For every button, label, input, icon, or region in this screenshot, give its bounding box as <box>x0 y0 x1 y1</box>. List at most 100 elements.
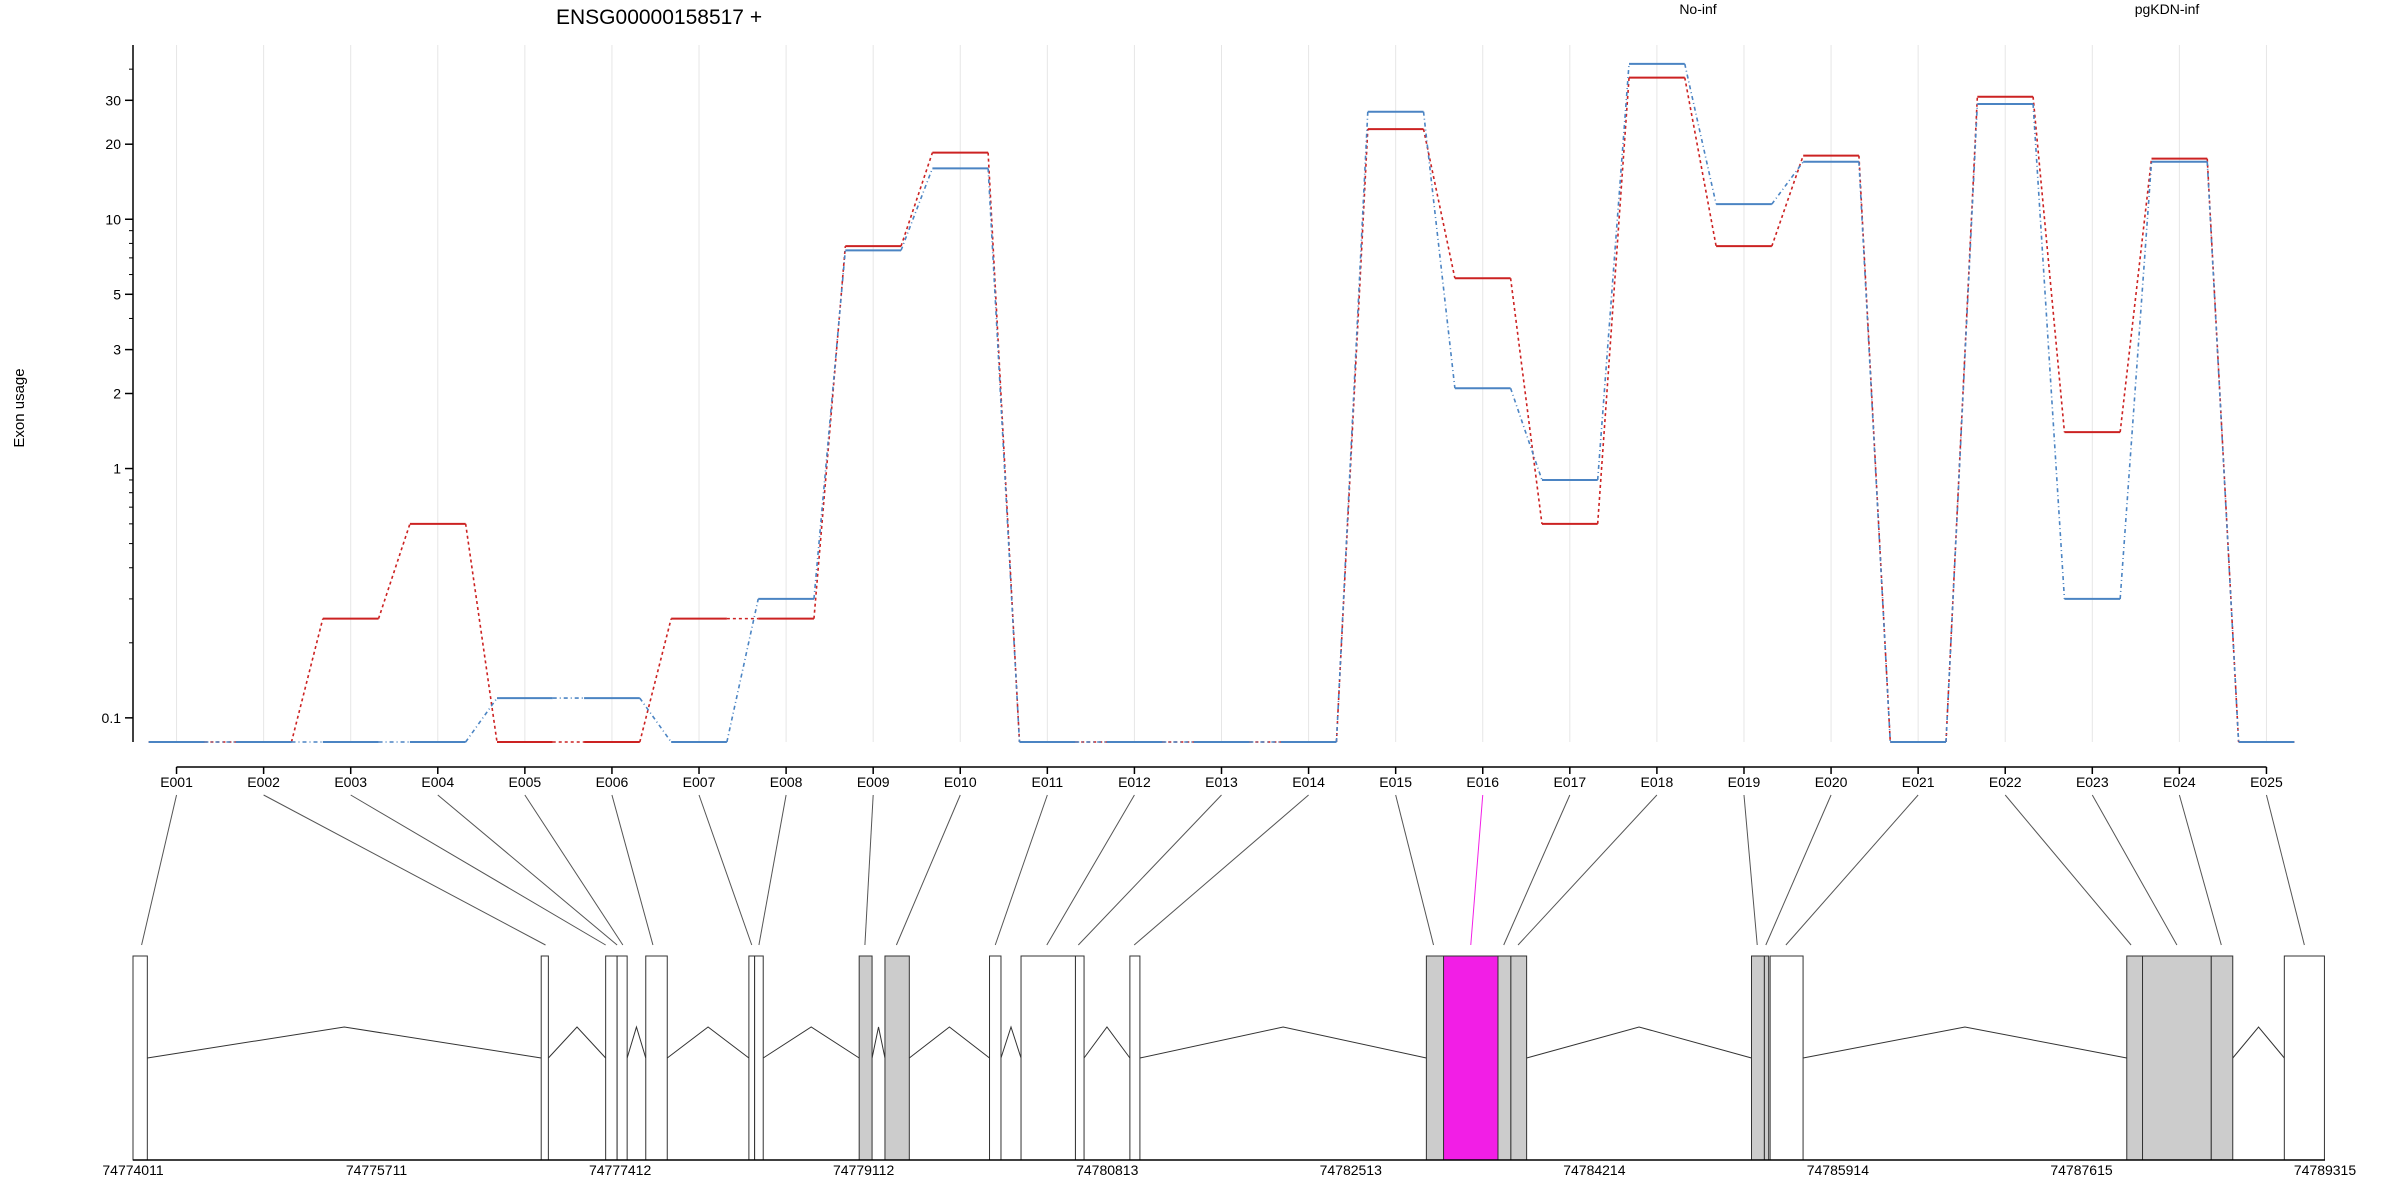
series-connector <box>290 618 324 743</box>
gene-model-exon-box <box>605 955 618 1161</box>
series-connector <box>987 168 1021 743</box>
series-connector <box>1422 128 1456 279</box>
genomic-tick-label: 74787615 <box>2050 1162 2113 1178</box>
intron-line <box>2232 1026 2285 1059</box>
legend-pgkdn-inf: pgKDN-inf <box>2135 1 2200 17</box>
gene-model-exon-box <box>1497 955 1512 1161</box>
exon-link-e018 <box>1517 794 1658 946</box>
exon-link-e024 <box>2178 794 2222 946</box>
y-tick-label: 2 <box>113 386 121 402</box>
y-tick-label: 0.1 <box>102 710 122 726</box>
x-tick-label-e007: E007 <box>683 774 716 790</box>
gene-model-exon-box <box>2126 955 2144 1161</box>
intron-line <box>909 1026 990 1059</box>
x-tick-label-e004: E004 <box>421 774 454 790</box>
exon-link-e001 <box>141 794 178 946</box>
series-connector <box>1509 278 1543 524</box>
series-connector <box>639 618 672 743</box>
exon-link-e008 <box>758 794 787 946</box>
gene-model-exon-box <box>1443 955 1499 1161</box>
x-tick-label-e020: E020 <box>1815 774 1848 790</box>
exon-link-e016 <box>1470 794 1484 946</box>
exon-link-e021 <box>1785 794 1919 946</box>
exon-link-e017 <box>1503 794 1571 946</box>
series-connector <box>1945 103 1979 743</box>
gene-model-exon-box <box>2210 955 2234 1161</box>
exon-link-e015 <box>1395 794 1435 946</box>
y-tick-label: 5 <box>113 286 121 302</box>
series-connector <box>1683 77 1717 247</box>
x-tick-label-e013: E013 <box>1205 774 1238 790</box>
x-tick-label-e017: E017 <box>1553 774 1586 790</box>
gene-model-exon-box <box>2142 955 2212 1161</box>
gene-model-exon-box <box>540 955 549 1161</box>
series-connector <box>1771 155 1804 247</box>
gene-model-exon-box <box>989 955 1002 1161</box>
genomic-tick-label: 74784214 <box>1563 1162 1626 1178</box>
exon-link-e020 <box>1765 794 1832 946</box>
genomic-tick-label: 74779112 <box>833 1162 894 1178</box>
gene-model-exon-box <box>1769 955 1804 1161</box>
series-connector <box>1509 387 1543 481</box>
exon-link-e011 <box>994 794 1048 946</box>
x-tick-label-e003: E003 <box>334 774 367 790</box>
series-connector <box>900 152 934 247</box>
gene-model-exon-box <box>754 955 764 1161</box>
x-tick-label-e023: E023 <box>2076 774 2109 790</box>
exon-link-e012 <box>1046 794 1135 946</box>
y-tick-label: 20 <box>105 136 121 152</box>
series-connector <box>639 697 672 743</box>
x-tick-label-e016: E016 <box>1466 774 1499 790</box>
gene-model-exon-box <box>1510 955 1528 1161</box>
x-tick-label-e012: E012 <box>1118 774 1151 790</box>
gene-model-exon-box <box>748 955 756 1161</box>
exon-link-e025 <box>2265 794 2305 946</box>
genomic-tick-label: 74777412 <box>589 1162 652 1178</box>
gene-model-exon-box <box>858 955 873 1161</box>
series-connector <box>2206 161 2240 743</box>
gene-model-exon-box <box>1020 955 1076 1161</box>
gene-model-exon-box <box>645 955 668 1161</box>
series-connector <box>726 598 760 743</box>
y-tick-label: 3 <box>113 342 121 358</box>
y-tick-label: 10 <box>105 211 121 227</box>
x-tick-label-e005: E005 <box>509 774 542 790</box>
genomic-tick-label: 74774011 <box>102 1162 163 1178</box>
series-connector <box>2032 103 2066 599</box>
legend-no-inf: No-inf <box>1679 1 1716 17</box>
series-connector <box>1596 63 1630 481</box>
series-connector <box>1422 111 1456 389</box>
exon-link-e004 <box>437 794 618 946</box>
x-tick-label-e001: E001 <box>160 774 193 790</box>
exon-link-e006 <box>611 794 654 946</box>
intron-line <box>1802 1026 2127 1059</box>
intron-line <box>147 1026 542 1059</box>
y-tick-label: 1 <box>113 461 121 477</box>
intron-line <box>666 1026 750 1059</box>
x-tick-label-e024: E024 <box>2163 774 2196 790</box>
grid <box>176 45 2267 742</box>
series-connector <box>377 523 411 619</box>
genomic-tick-label: 74789315 <box>2294 1162 2357 1178</box>
genomic-tick-label: 74775711 <box>346 1162 407 1178</box>
series-lines <box>148 62 2295 743</box>
intron-line <box>871 1026 886 1059</box>
x-tick-label-e018: E018 <box>1641 774 1674 790</box>
intron-line <box>1526 1026 1752 1059</box>
exon-link-e002 <box>263 794 546 946</box>
genomic-tick-label: 74782513 <box>1320 1162 1383 1178</box>
series-connector <box>2119 158 2153 433</box>
series-connector <box>464 523 498 743</box>
intron-line <box>1139 1026 1427 1059</box>
series-connector <box>813 250 847 599</box>
intron-line <box>1083 1026 1131 1059</box>
axes: 0.1 1 2 3 5 10 20 30 E001 E002 E003 E004 E005 E006 E00… <box>102 45 2283 790</box>
x-tick-label-e010: E010 <box>944 774 977 790</box>
series-connector <box>2206 158 2240 743</box>
chart-title: ENSG00000158517 + <box>556 6 762 29</box>
x-tick-label-e011: E011 <box>1032 774 1064 790</box>
genomic-tick-label: 74780813 <box>1076 1162 1139 1178</box>
series-connector <box>464 697 498 743</box>
gene-model-exon-box <box>1425 955 1445 1161</box>
gene-model-exon-box <box>132 955 148 1161</box>
